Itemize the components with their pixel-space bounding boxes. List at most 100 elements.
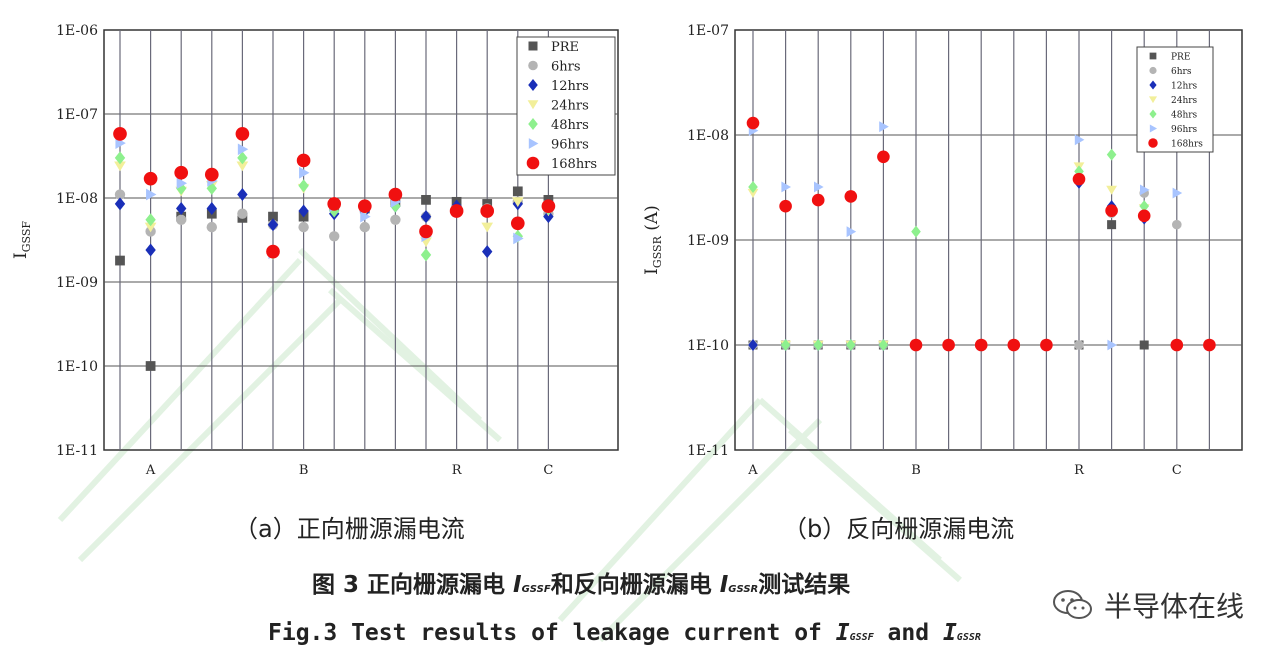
wechat-icon [1052, 590, 1092, 619]
legend-label-48hrs: 48hrs [1171, 110, 1198, 120]
data-point-6hrs [298, 221, 309, 233]
data-point-12hrs [420, 210, 432, 224]
x-category-label: B [299, 463, 309, 478]
data-point-168hrs [974, 338, 988, 352]
data-point-96hrs [146, 188, 157, 201]
background-stroke [788, 427, 962, 583]
chart-igssf: 1E-06 1E-07 1E-08 1E-09 1E-10 1E-11 A B R C IGSSF P… [11, 23, 619, 478]
data-point-12hrs [237, 188, 248, 202]
legend-marker-168hrs [526, 156, 540, 170]
x-category-label: R [1074, 463, 1085, 478]
data-point-168hrs [204, 167, 219, 182]
data-point-96hrs [781, 181, 791, 193]
data-point-168hrs [811, 193, 825, 207]
title-en-prefix: Fig.3 Test results of leakage current of [268, 620, 836, 646]
data-point-24hrs [747, 188, 759, 198]
chart-igssr: 1E-07 1E-08 1E-09 1E-10 1E-11 A B R C IGSSR (A) PR… [642, 23, 1243, 478]
data-point-168hrs [510, 216, 525, 231]
data-point-168hrs [357, 199, 372, 213]
data-point-6hrs [176, 214, 187, 226]
data-point-168hrs [113, 127, 127, 141]
title-en-subscript-1: GSSF [850, 632, 875, 643]
legend-label-PRE: PRE [551, 40, 579, 55]
y-axis-label-subscript: GSSR [651, 235, 664, 268]
legend-marker-PRE [528, 41, 538, 51]
legend-label-168hrs: 168hrs [1171, 139, 1203, 149]
data-point-168hrs [779, 199, 792, 213]
y-axis-label-unit: (A) [642, 205, 662, 236]
data-point-12hrs [748, 339, 758, 351]
data-point-168hrs [449, 204, 464, 218]
legend-marker-6hrs [528, 60, 538, 71]
legend-label-168hrs: 168hrs [551, 157, 597, 172]
background-watermark-pattern [57, 247, 962, 643]
y-tick-label: 1E-09 [687, 233, 729, 249]
y-axis-label-main: I [11, 252, 31, 259]
data-point-168hrs [541, 199, 556, 213]
legend-label-6hrs: 6hrs [1171, 67, 1192, 77]
legend-label-24hrs: 24hrs [551, 98, 589, 113]
data-point-168hrs [235, 127, 250, 141]
legend-label-PRE: PRE [1171, 52, 1190, 62]
data-point-PRE [512, 186, 523, 197]
legend-box [1136, 46, 1214, 153]
data-point-48hrs [813, 339, 823, 351]
data-point-6hrs [390, 214, 401, 226]
data-point-168hrs [143, 171, 158, 186]
data-point-6hrs [114, 189, 126, 200]
x-category-label: A [747, 463, 758, 478]
y-tick-label: 1E-08 [56, 191, 98, 207]
data-point-96hrs [1172, 187, 1183, 199]
data-point-12hrs [482, 245, 493, 259]
y-tick-label: 1E-07 [56, 107, 98, 123]
data-point-6hrs [237, 208, 248, 219]
data-point-168hrs [1040, 338, 1053, 352]
data-point-96hrs [299, 166, 310, 179]
data-point-12hrs [206, 201, 217, 215]
caption-b: （b）反向栅源漏电流 [783, 515, 1014, 543]
legend: PRE 6hrs 12hrs 24hrs 48hrs 96hrs 168hrs [1136, 46, 1214, 153]
data-point-96hrs [1140, 184, 1150, 196]
y-axis-label-subscript: GSSF [20, 221, 33, 253]
data-point-6hrs [1172, 219, 1182, 230]
legend-marker-6hrs [1149, 66, 1157, 75]
y-tick-label: 1E-10 [56, 359, 98, 375]
legend-marker-PRE [1149, 52, 1157, 60]
title-cn-middle: 和反向栅源漏电 [551, 571, 720, 598]
data-point-96hrs [176, 177, 188, 190]
data-point-96hrs [1074, 134, 1085, 146]
legend-marker-48hrs [1149, 109, 1157, 119]
y-tick-label: 1E-11 [687, 443, 729, 459]
legend-marker-24hrs [1148, 96, 1158, 104]
background-stroke [297, 247, 483, 423]
series-168hrs [746, 116, 1216, 352]
data-point-48hrs [846, 339, 856, 351]
data-point-168hrs [1137, 209, 1151, 223]
data-point-96hrs [814, 181, 824, 193]
watermark-text: 半导体在线 [1103, 590, 1244, 623]
data-point-12hrs [267, 218, 279, 232]
y-axis-label-main: I [642, 268, 662, 275]
figure-title-cn: 图 3 正向栅源漏电 IGSSF和反向栅源漏电 IGSSR测试结果 [312, 571, 850, 598]
background-stroke [328, 287, 502, 443]
data-point-12hrs [145, 243, 156, 257]
x-category-label: C [1172, 463, 1182, 478]
data-point-6hrs [359, 221, 370, 233]
caption-a: （a）正向栅源漏电流 [234, 515, 465, 543]
background-stroke [597, 417, 823, 643]
data-point-6hrs [329, 231, 340, 242]
title-en-middle: and [874, 620, 943, 646]
data-point-12hrs [543, 210, 554, 224]
title-cn-subscript-1: GSSF [522, 584, 551, 595]
data-point-6hrs [206, 221, 217, 233]
data-point-168hrs [174, 165, 189, 180]
title-cn-prefix: 图 3 正向栅源漏电 [312, 571, 513, 598]
legend-marker-168hrs [1148, 138, 1158, 148]
legend: PRE 6hrs 12hrs 24hrs 48hrs 96hrs 168hrs [516, 36, 616, 176]
data-point-168hrs [1203, 338, 1216, 352]
legend-marker-48hrs [528, 118, 538, 130]
data-point-96hrs [360, 210, 371, 223]
legend-label-96hrs: 96hrs [551, 137, 589, 152]
background-stroke [57, 257, 303, 523]
series-168hrs [113, 127, 556, 259]
